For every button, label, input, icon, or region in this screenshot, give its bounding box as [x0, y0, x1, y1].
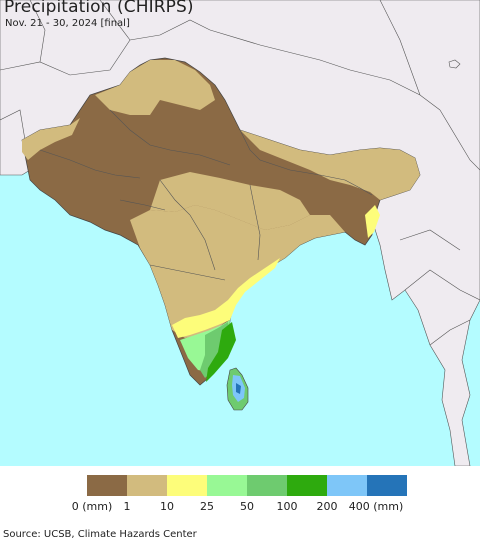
- map-subtitle: Nov. 21 - 30, 2024 [final]: [5, 18, 130, 29]
- legend-tick-25: 25: [200, 500, 214, 513]
- legend-tick-200: 200: [316, 500, 338, 513]
- legend-tick-100: 100: [276, 500, 298, 513]
- legend-tick-400: 400 (mm): [348, 500, 404, 513]
- legend-tick-0: 0 (mm): [71, 500, 113, 513]
- legend-swatch-10-25: [167, 475, 207, 496]
- rain-zone-10-25mm-ne: [365, 205, 380, 238]
- legend-swatch-25-50: [207, 475, 247, 496]
- sri-lanka-wettest: [236, 383, 241, 394]
- source-credit: Source: UCSB, Climate Hazards Center: [3, 529, 197, 540]
- rain-zone-1-10mm-south: [130, 205, 345, 338]
- legend-tick-10: 10: [160, 500, 174, 513]
- legend-swatch-0-1: [87, 475, 127, 496]
- land-outside-island: [448, 59, 461, 69]
- rain-zone-1-10mm-central: [150, 172, 310, 230]
- rain-zone-100-200mm: [206, 322, 236, 382]
- map-title: Precipitation (CHIRPS): [4, 0, 194, 17]
- legend-tick-50: 50: [240, 500, 254, 513]
- internal-borders: [39, 109, 373, 281]
- outside-borders: [0, 0, 480, 346]
- precipitation-map: [0, 0, 480, 466]
- rain-zone-10-25mm: [172, 258, 280, 338]
- legend-swatch-50-100: [247, 475, 287, 496]
- legend-swatch-1-10: [127, 475, 167, 496]
- rain-zone-1-10mm-west: [22, 118, 80, 160]
- rain-zone-1-10mm-northeast: [240, 130, 420, 200]
- legend-color-bar: [87, 475, 407, 496]
- legend-swatch-400-plus: [367, 475, 407, 496]
- legend-swatch-100-200: [287, 475, 327, 496]
- legend-ticks: 0 (mm) 1 10 25 50 100 200 400 (mm): [0, 500, 480, 514]
- legend-swatch-200-400: [327, 475, 367, 496]
- rain-zone-1-10mm: [95, 60, 215, 115]
- legend-tick-1: 1: [123, 500, 131, 513]
